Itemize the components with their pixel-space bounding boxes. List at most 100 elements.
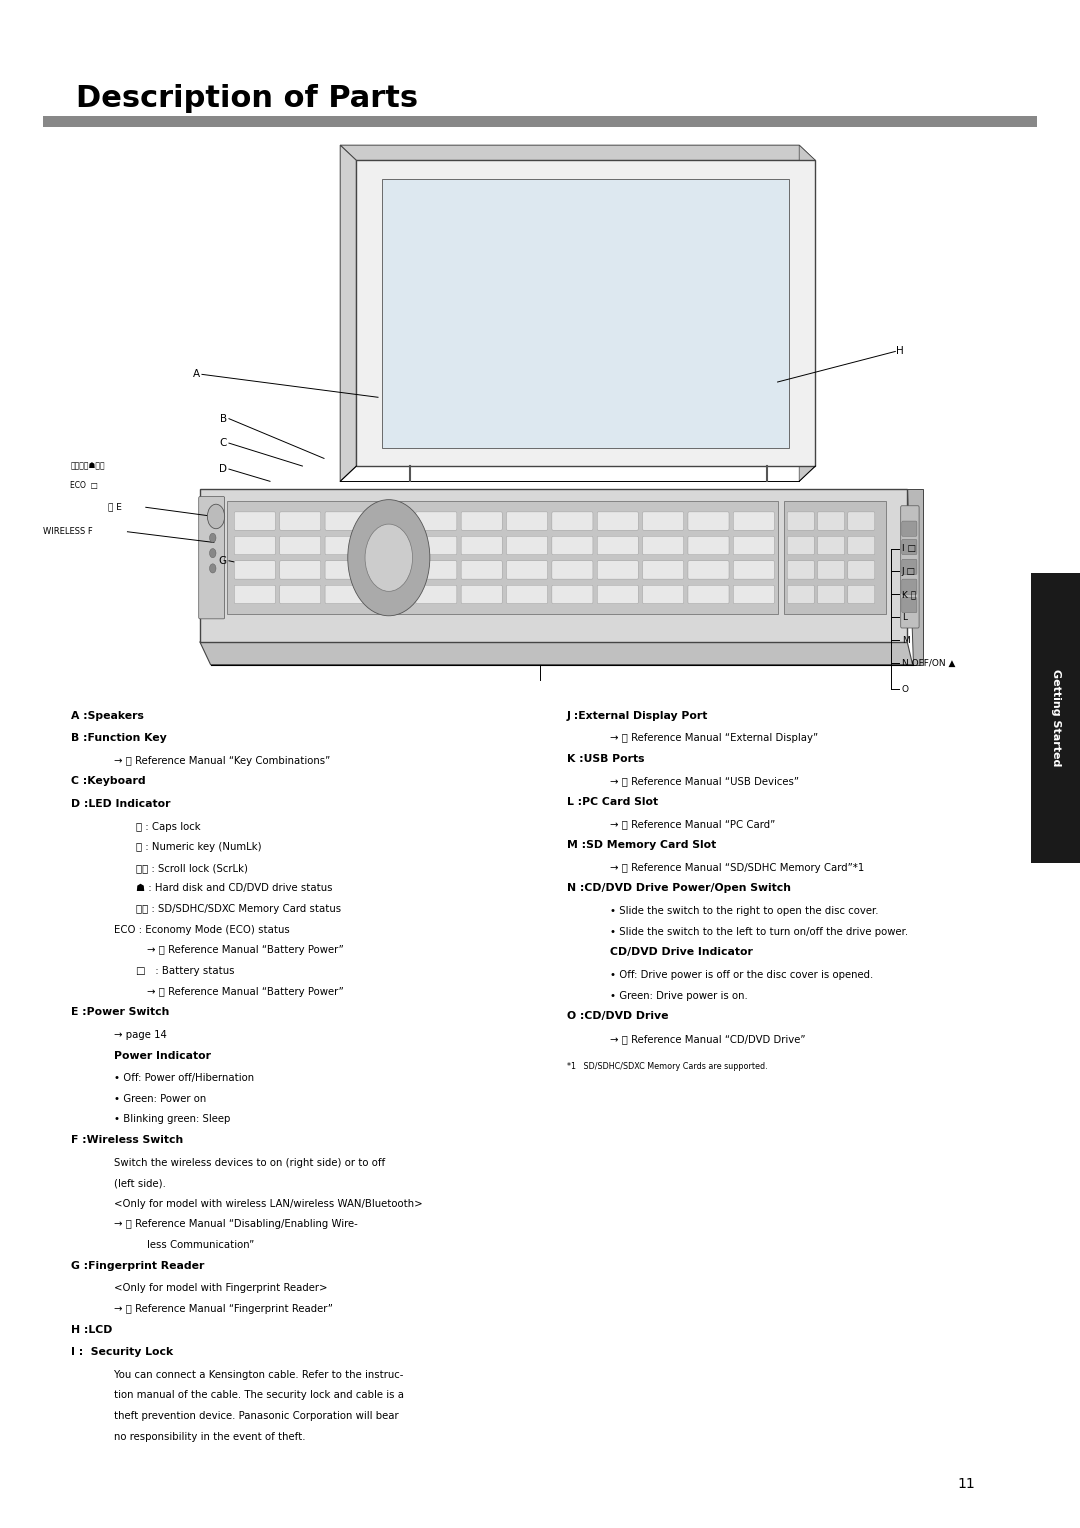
Text: J :External Display Port: J :External Display Port [567, 711, 708, 721]
Text: You can connect a Kensington cable. Refer to the instruc-: You can connect a Kensington cable. Refe… [114, 1371, 404, 1380]
Text: Power Indicator: Power Indicator [114, 1051, 212, 1060]
FancyBboxPatch shape [643, 561, 684, 579]
Text: → ⎘ Reference Manual “CD/DVD Drive”: → ⎘ Reference Manual “CD/DVD Drive” [610, 1034, 806, 1044]
Circle shape [348, 500, 430, 616]
Text: N :CD/DVD Drive Power/Open Switch: N :CD/DVD Drive Power/Open Switch [567, 883, 791, 894]
Text: Switch the wireless devices to on (right side) or to off: Switch the wireless devices to on (right… [114, 1158, 386, 1167]
Text: → ⎘ Reference Manual “Fingerprint Reader”: → ⎘ Reference Manual “Fingerprint Reader… [114, 1303, 334, 1314]
FancyBboxPatch shape [370, 561, 411, 579]
Text: → ⎘ Reference Manual “SD/SDHC Memory Card”*1: → ⎘ Reference Manual “SD/SDHC Memory Car… [610, 863, 864, 872]
Text: H :LCD: H :LCD [71, 1325, 112, 1334]
Text: • Slide the switch to the left to turn on/off the drive power.: • Slide the switch to the left to turn o… [610, 926, 908, 937]
FancyBboxPatch shape [325, 561, 366, 579]
FancyBboxPatch shape [901, 506, 919, 628]
Text: C :Keyboard: C :Keyboard [71, 776, 146, 787]
Text: • Green: Drive power is on.: • Green: Drive power is on. [610, 990, 748, 1001]
Text: • Off: Drive power is off or the disc cover is opened.: • Off: Drive power is off or the disc co… [610, 970, 874, 979]
FancyBboxPatch shape [280, 536, 321, 555]
Text: N OFF/ON ▲: N OFF/ON ▲ [902, 659, 955, 668]
FancyBboxPatch shape [416, 512, 457, 530]
Text: Ⓐ : Caps lock: Ⓐ : Caps lock [136, 822, 201, 831]
Text: L :PC Card Slot: L :PC Card Slot [567, 798, 658, 807]
FancyBboxPatch shape [552, 561, 593, 579]
Text: B: B [219, 414, 227, 423]
FancyBboxPatch shape [787, 561, 814, 579]
Text: F :Wireless Switch: F :Wireless Switch [71, 1135, 184, 1144]
Text: no responsibility in the event of theft.: no responsibility in the event of theft. [114, 1432, 306, 1442]
Text: G: G [218, 556, 227, 565]
FancyBboxPatch shape [902, 539, 917, 555]
FancyBboxPatch shape [461, 512, 502, 530]
Text: D :LED Indicator: D :LED Indicator [71, 799, 171, 808]
FancyBboxPatch shape [848, 512, 875, 530]
Text: O :CD/DVD Drive: O :CD/DVD Drive [567, 1012, 669, 1021]
Text: Ⓢⓓ : SD/SDHC/SDXC Memory Card status: Ⓢⓓ : SD/SDHC/SDXC Memory Card status [136, 905, 341, 914]
FancyBboxPatch shape [643, 536, 684, 555]
FancyBboxPatch shape [325, 512, 366, 530]
Text: Ⓣ : Numeric key (NumLk): Ⓣ : Numeric key (NumLk) [136, 842, 261, 853]
Text: ⏻ E: ⏻ E [108, 503, 122, 512]
FancyBboxPatch shape [818, 536, 845, 555]
FancyBboxPatch shape [733, 585, 774, 604]
FancyBboxPatch shape [597, 512, 638, 530]
FancyBboxPatch shape [902, 597, 917, 613]
FancyBboxPatch shape [552, 512, 593, 530]
Text: ⒶⓉⓉⒶ☗Ⓢⓓ: ⒶⓉⓉⒶ☗Ⓢⓓ [70, 461, 105, 471]
Text: K ⭢: K ⭢ [902, 590, 916, 599]
FancyBboxPatch shape [688, 512, 729, 530]
Text: □   : Battery status: □ : Battery status [136, 966, 234, 976]
FancyBboxPatch shape [461, 536, 502, 555]
FancyBboxPatch shape [643, 512, 684, 530]
FancyBboxPatch shape [688, 536, 729, 555]
Text: D: D [219, 465, 227, 474]
Polygon shape [907, 489, 923, 665]
FancyBboxPatch shape [902, 559, 917, 575]
Text: ⓉⒶ : Scroll lock (ScrLk): ⓉⒶ : Scroll lock (ScrLk) [136, 863, 248, 872]
Text: M: M [902, 636, 909, 645]
FancyBboxPatch shape [280, 561, 321, 579]
Text: ☗ : Hard disk and CD/DVD drive status: ☗ : Hard disk and CD/DVD drive status [136, 883, 333, 894]
FancyBboxPatch shape [461, 561, 502, 579]
FancyBboxPatch shape [848, 561, 875, 579]
FancyBboxPatch shape [643, 585, 684, 604]
Circle shape [207, 504, 225, 529]
FancyBboxPatch shape [416, 536, 457, 555]
Text: → ⎘ Reference Manual “Key Combinations”: → ⎘ Reference Manual “Key Combinations” [114, 756, 330, 766]
FancyBboxPatch shape [280, 585, 321, 604]
Text: • Blinking green: Sleep: • Blinking green: Sleep [114, 1114, 231, 1125]
FancyBboxPatch shape [597, 561, 638, 579]
FancyBboxPatch shape [507, 561, 548, 579]
Text: I □: I □ [902, 544, 916, 553]
FancyBboxPatch shape [552, 585, 593, 604]
Text: H: H [896, 347, 904, 356]
FancyBboxPatch shape [787, 585, 814, 604]
FancyBboxPatch shape [818, 585, 845, 604]
FancyBboxPatch shape [787, 512, 814, 530]
Text: → ⎘ Reference Manual “USB Devices”: → ⎘ Reference Manual “USB Devices” [610, 776, 799, 787]
Bar [1031, 573, 1080, 863]
Text: → ⎘ Reference Manual “External Display”: → ⎘ Reference Manual “External Display” [610, 733, 819, 743]
FancyBboxPatch shape [199, 497, 225, 619]
Polygon shape [340, 145, 815, 160]
Text: CD/DVD Drive Indicator: CD/DVD Drive Indicator [610, 947, 753, 958]
FancyBboxPatch shape [280, 512, 321, 530]
Text: less Communication”: less Communication” [147, 1241, 254, 1250]
FancyBboxPatch shape [507, 512, 548, 530]
FancyBboxPatch shape [848, 536, 875, 555]
Text: → page 14: → page 14 [114, 1030, 167, 1041]
Polygon shape [200, 489, 907, 642]
Text: M :SD Memory Card Slot: M :SD Memory Card Slot [567, 840, 716, 850]
FancyBboxPatch shape [370, 536, 411, 555]
Text: • Green: Power on: • Green: Power on [114, 1094, 206, 1103]
Text: B :Function Key: B :Function Key [71, 733, 167, 743]
Text: I :  Security Lock: I : Security Lock [71, 1348, 174, 1357]
FancyBboxPatch shape [733, 561, 774, 579]
FancyBboxPatch shape [416, 585, 457, 604]
Polygon shape [799, 145, 815, 481]
Text: *1   SD/SDHC/SDXC Memory Cards are supported.: *1 SD/SDHC/SDXC Memory Cards are support… [567, 1062, 768, 1071]
Text: J □: J □ [902, 567, 916, 576]
FancyBboxPatch shape [733, 536, 774, 555]
FancyBboxPatch shape [902, 521, 917, 536]
Text: E :Power Switch: E :Power Switch [71, 1007, 170, 1018]
Polygon shape [227, 501, 778, 614]
